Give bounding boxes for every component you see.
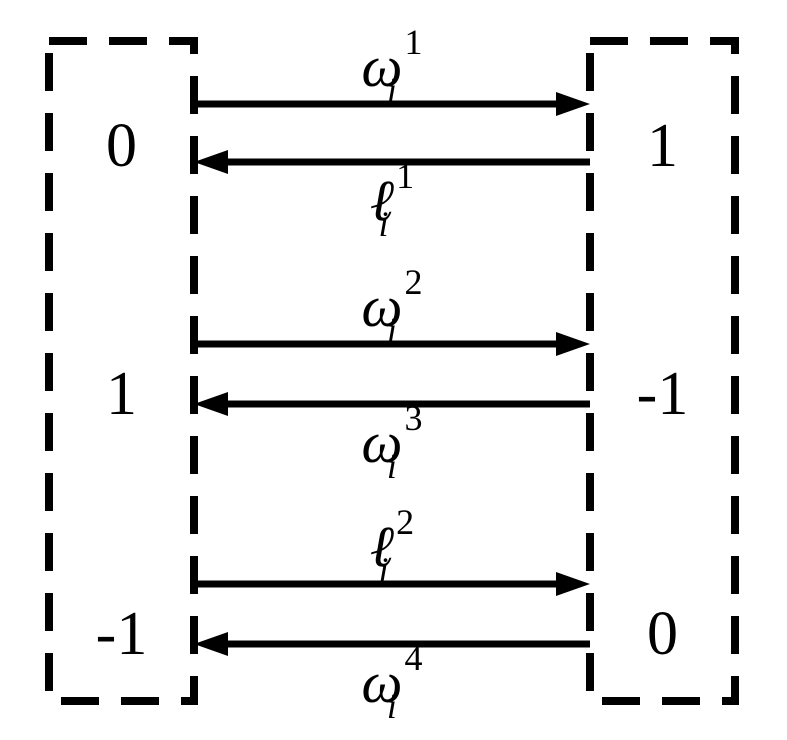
arrow-label-4: ℓ2i <box>370 502 414 590</box>
right-value-0: 1 <box>647 112 678 180</box>
right-value-2: 0 <box>647 600 678 668</box>
arrow-5: ω4i <box>194 632 590 726</box>
diagram-canvas: 0 1 -1 1 -1 0 ω1i ℓ1i ω2i ω3i ℓ2i ω4i <box>0 0 787 740</box>
arrow-label-1: ℓ1i <box>370 156 414 244</box>
arrow-1: ℓ1i <box>194 150 590 244</box>
arrow-4: ℓ2i <box>194 502 590 596</box>
arrow-label-3: ω3i <box>362 398 423 486</box>
arrow-2: ω2i <box>194 262 590 356</box>
left-value-2: -1 <box>96 600 148 668</box>
arrow-0: ω1i <box>194 22 590 116</box>
arrow-label-5: ω4i <box>362 638 423 726</box>
left-value-0: 0 <box>106 112 137 180</box>
arrow-label-2: ω2i <box>362 262 423 350</box>
left-value-1: 1 <box>106 360 137 428</box>
arrow-3: ω3i <box>194 392 590 486</box>
arrow-label-0: ω1i <box>362 22 423 110</box>
right-value-1: -1 <box>637 360 689 428</box>
